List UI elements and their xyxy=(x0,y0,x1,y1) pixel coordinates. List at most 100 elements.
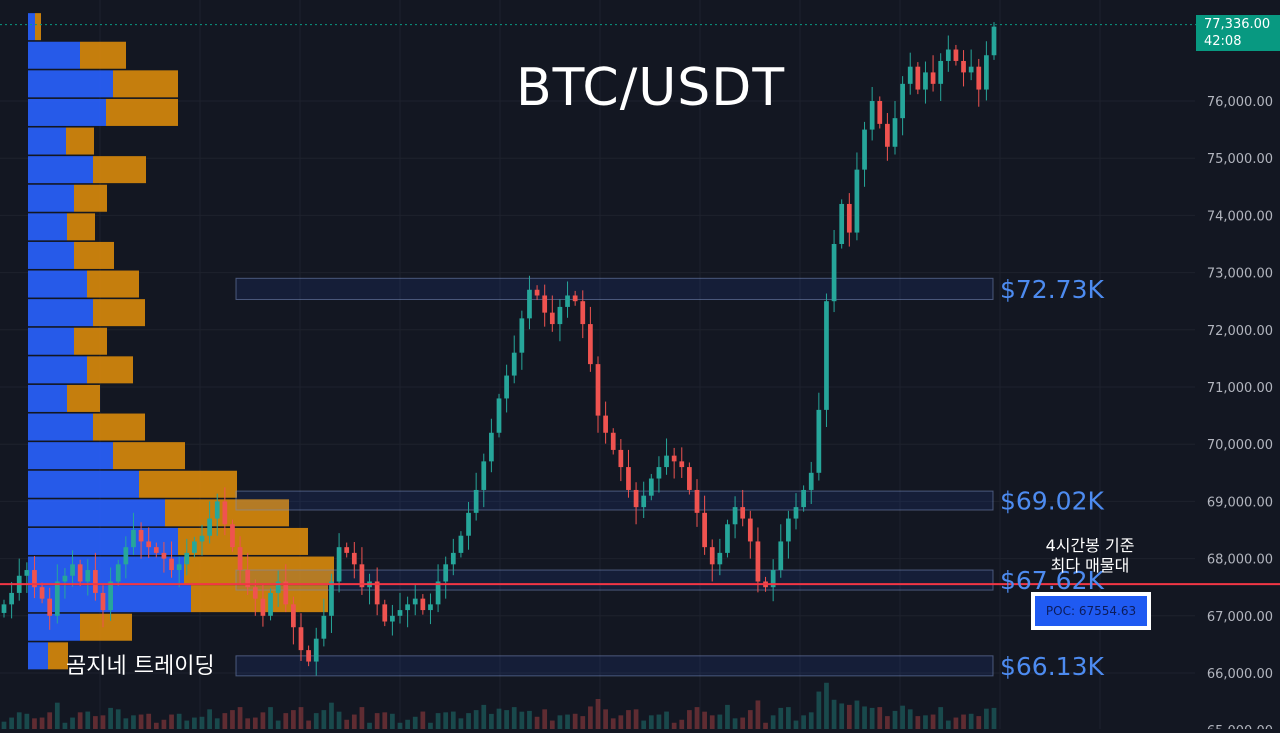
price-axis: 65,000.00 66,000.00 67,000.00 68,000.00 69,0… xyxy=(1207,95,1273,733)
profile-buy-bar xyxy=(28,613,80,641)
candle xyxy=(397,610,403,616)
y-tick-label: 76,000.00 xyxy=(1207,95,1273,110)
volume-bar xyxy=(801,715,806,729)
volume-bar xyxy=(504,710,509,729)
profile-sell-bar xyxy=(80,613,132,641)
volume-bar xyxy=(138,714,144,729)
profile-sell-bar xyxy=(74,241,114,269)
volume-bar xyxy=(237,707,243,729)
volume-bar xyxy=(907,709,913,729)
volume-bar xyxy=(481,704,487,729)
volume-bar xyxy=(359,707,365,729)
candle xyxy=(9,592,14,605)
candle xyxy=(519,318,525,353)
profile-buy-bar xyxy=(28,499,165,527)
candle xyxy=(435,581,441,605)
profile-buy-bar xyxy=(28,299,93,327)
candle xyxy=(694,489,700,513)
candle xyxy=(123,547,129,565)
profile-sell-bar xyxy=(66,127,94,155)
candle xyxy=(702,512,707,548)
volume-bar xyxy=(740,717,746,729)
candle xyxy=(511,352,517,376)
volume-bar xyxy=(39,717,45,729)
candle xyxy=(671,455,677,462)
volume-bar xyxy=(717,714,723,729)
volume-bar xyxy=(930,714,936,729)
candle xyxy=(359,564,365,588)
profile-sell-bar xyxy=(93,413,145,441)
volume-bar xyxy=(945,720,951,729)
volume-bar xyxy=(747,710,753,729)
candle xyxy=(930,72,936,84)
volume-bar xyxy=(839,703,845,729)
volume-bar xyxy=(199,716,205,729)
candle xyxy=(565,295,570,307)
candle xyxy=(610,432,616,450)
volume-bar xyxy=(656,714,662,729)
candle xyxy=(603,415,608,433)
candle xyxy=(192,541,197,553)
candle xyxy=(351,552,357,565)
candle xyxy=(405,604,410,611)
volume-bar xyxy=(588,706,593,729)
candle xyxy=(489,432,494,462)
volume-bar xyxy=(892,710,898,729)
volume-bar xyxy=(367,722,372,729)
volume-bar xyxy=(397,722,403,729)
volume-bar xyxy=(755,700,761,729)
candle xyxy=(374,581,380,605)
volume-bar xyxy=(344,719,350,729)
candle xyxy=(968,66,974,73)
volume-bar xyxy=(24,713,30,729)
candle xyxy=(557,306,563,325)
volume-bar xyxy=(778,707,784,729)
volume-bar xyxy=(572,713,578,729)
profile-sell-bar xyxy=(139,470,237,498)
candle xyxy=(854,169,860,233)
chart-title: BTC/USDT xyxy=(516,58,786,118)
candle xyxy=(618,449,624,468)
candle xyxy=(885,123,890,147)
volume-bar xyxy=(984,708,989,729)
volume-bar xyxy=(938,707,944,729)
candle xyxy=(115,564,121,582)
y-tick-label: 75,000.00 xyxy=(1207,152,1273,167)
level-label: $72.73K xyxy=(1000,275,1104,304)
profile-sell-bar xyxy=(93,156,146,184)
profile-buy-bar xyxy=(28,241,74,269)
volume-bar xyxy=(412,716,418,729)
volume-bar xyxy=(283,713,289,729)
volume-bar xyxy=(131,715,136,729)
volume-bar xyxy=(70,717,75,729)
volume-bar xyxy=(184,720,190,729)
candle xyxy=(1,604,7,613)
candle xyxy=(961,60,966,73)
candle xyxy=(131,530,136,548)
candle xyxy=(329,581,334,616)
candle xyxy=(869,101,875,130)
candle xyxy=(32,570,37,588)
candle xyxy=(824,301,829,410)
candle xyxy=(755,541,761,582)
candle xyxy=(580,301,586,325)
profile-sell-bar xyxy=(80,41,126,69)
candle xyxy=(153,547,159,553)
candle xyxy=(268,592,273,616)
volume-bar xyxy=(679,719,685,729)
candle xyxy=(793,507,799,519)
profile-buy-bar xyxy=(28,41,80,69)
volume-bar xyxy=(618,715,624,729)
poc-label: POC: 67554.63 xyxy=(1031,592,1151,630)
candle xyxy=(412,598,418,605)
candle xyxy=(504,375,509,399)
volume-bar xyxy=(557,715,563,729)
profile-buy-bar xyxy=(28,213,67,241)
volume-bar xyxy=(877,707,883,729)
volume-bar xyxy=(245,718,251,729)
volume-bar xyxy=(854,700,860,729)
candle xyxy=(70,564,75,576)
candle xyxy=(420,598,426,611)
